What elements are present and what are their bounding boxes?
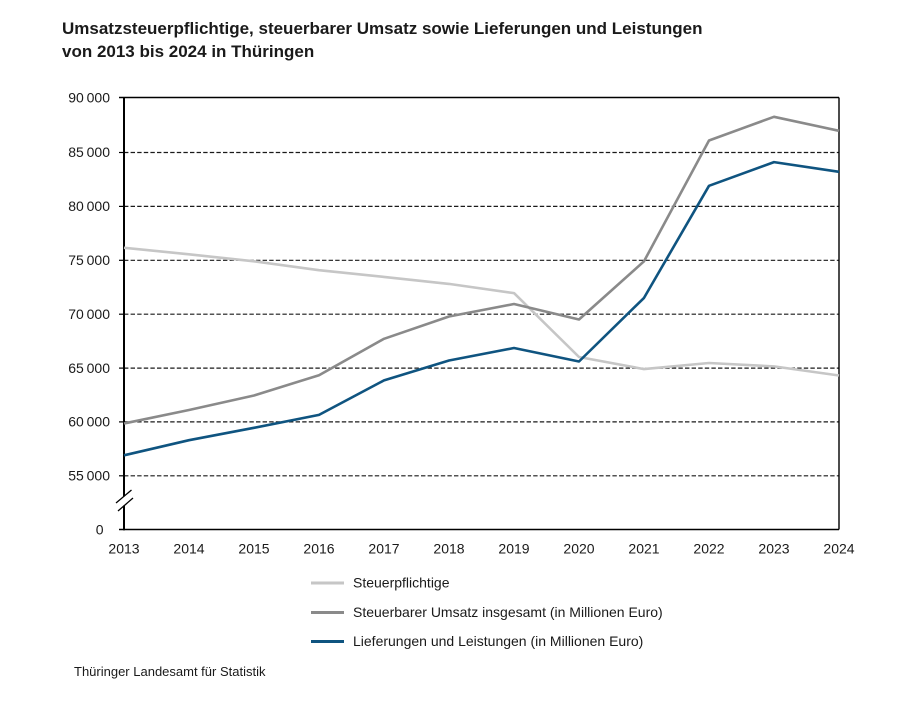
svg-text:Thüringer Landesamt für Statis: Thüringer Landesamt für Statistik bbox=[74, 664, 266, 679]
svg-text:2016: 2016 bbox=[303, 541, 334, 557]
svg-text:2018: 2018 bbox=[433, 541, 464, 557]
svg-text:0: 0 bbox=[96, 522, 104, 538]
svg-text:55 000: 55 000 bbox=[68, 468, 110, 484]
svg-text:75 000: 75 000 bbox=[68, 252, 110, 268]
svg-text:2020: 2020 bbox=[563, 541, 594, 557]
svg-text:60 000: 60 000 bbox=[68, 414, 110, 430]
svg-text:2013: 2013 bbox=[108, 541, 139, 557]
svg-text:70 000: 70 000 bbox=[68, 306, 110, 322]
svg-text:85 000: 85 000 bbox=[68, 144, 110, 160]
svg-text:Steuerpflichtige: Steuerpflichtige bbox=[353, 575, 450, 591]
svg-text:von 2013 bis 2024 in Thüringen: von 2013 bis 2024 in Thüringen bbox=[62, 42, 314, 61]
svg-text:Umsatzsteuerpflichtige, steuer: Umsatzsteuerpflichtige, steuerbarer Umsa… bbox=[62, 19, 702, 38]
svg-text:90 000: 90 000 bbox=[68, 90, 110, 106]
svg-text:2023: 2023 bbox=[758, 541, 789, 557]
svg-text:2022: 2022 bbox=[693, 541, 724, 557]
svg-text:2024: 2024 bbox=[823, 541, 854, 557]
svg-text:2014: 2014 bbox=[173, 541, 204, 557]
svg-text:65 000: 65 000 bbox=[68, 360, 110, 376]
svg-text:2021: 2021 bbox=[628, 541, 659, 557]
svg-text:2019: 2019 bbox=[498, 541, 529, 557]
svg-text:80 000: 80 000 bbox=[68, 198, 110, 214]
svg-text:2017: 2017 bbox=[368, 541, 399, 557]
svg-text:Lieferungen und Leistungen (in: Lieferungen und Leistungen (in Millionen… bbox=[353, 633, 643, 649]
svg-text:2015: 2015 bbox=[238, 541, 269, 557]
svg-text:Steuerbarer Umsatz insgesamt (: Steuerbarer Umsatz insgesamt (in Million… bbox=[353, 604, 663, 620]
